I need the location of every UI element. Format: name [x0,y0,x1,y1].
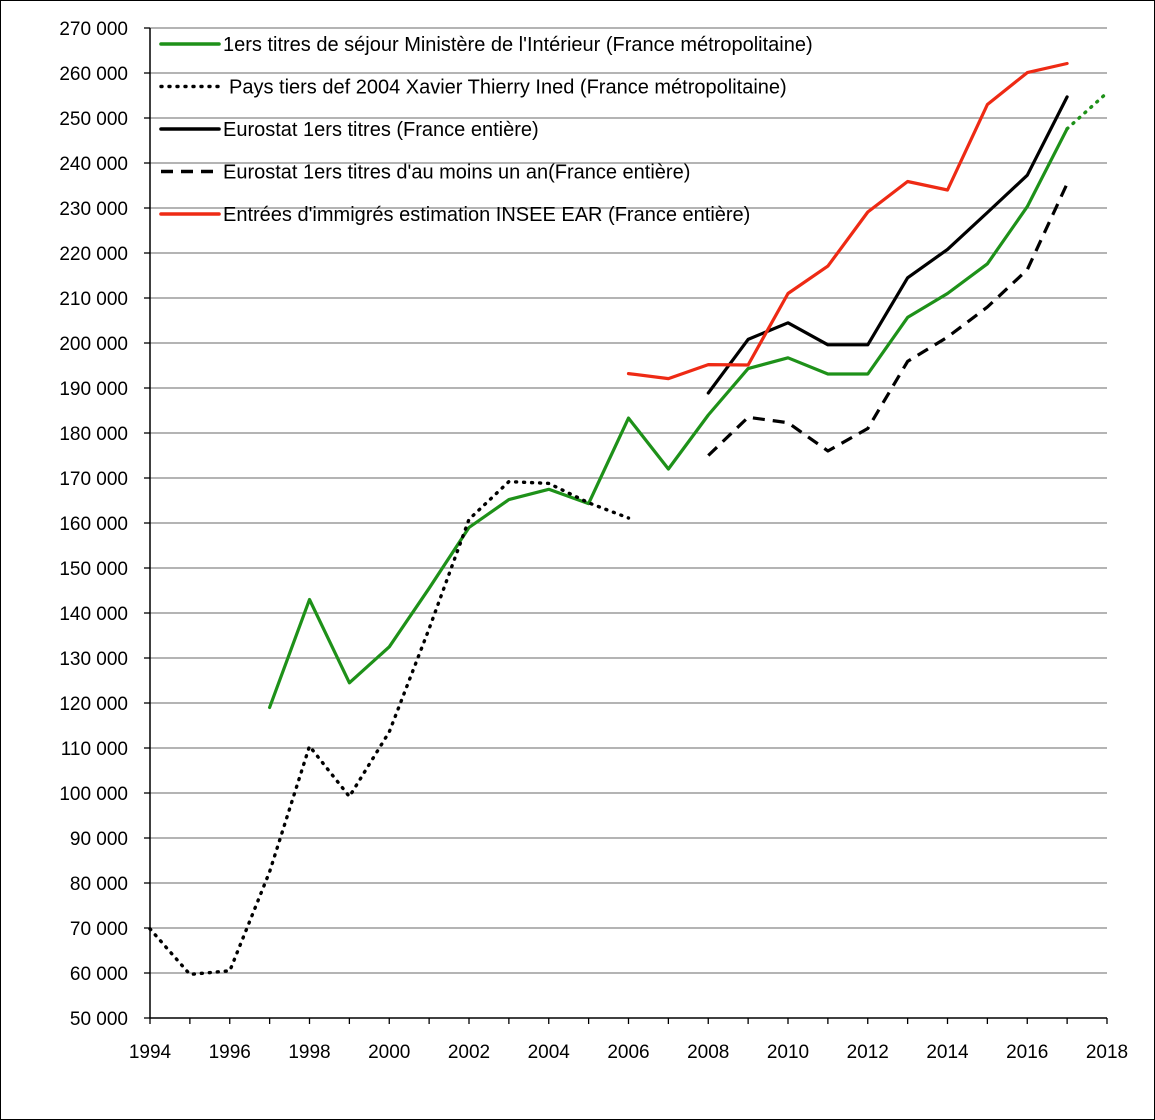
legend-item: Eurostat 1ers titres d'au moins un an(Fr… [161,162,690,184]
x-tick-label: 2018 [1086,1042,1128,1063]
series-line [626,61,1069,381]
y-tick-label: 100 000 [59,784,128,805]
x-tick-label: 1998 [288,1042,330,1063]
series-line-extension [1065,91,1109,131]
y-tick-label: 250 000 [59,109,128,130]
y-tick-label: 170 000 [59,469,128,490]
x-tick-label: 2008 [687,1042,729,1063]
y-tick-label: 240 000 [59,154,128,175]
series-eurostat-1ers-titres-d-au-moins-un-an-fr [707,183,1069,457]
y-tick-label: 260 000 [59,64,128,85]
series-line [268,127,1069,710]
x-tick-label: 2010 [767,1042,809,1063]
series-pays-tiers-def-2004-xavier-thierry-ined- [148,479,631,977]
y-tick-label: 80 000 [70,874,128,895]
x-tick-label: 1996 [209,1042,251,1063]
y-tick-label: 220 000 [59,244,128,265]
y-tick-label: 160 000 [59,514,128,535]
y-tick-label: 210 000 [59,289,128,310]
y-tick-label: 70 000 [70,919,128,940]
y-tick-label: 140 000 [59,604,128,625]
x-tick-label: 1994 [129,1042,172,1063]
y-tick-label: 190 000 [59,379,128,400]
y-tick-label: 120 000 [59,694,128,715]
x-tick-label: 2012 [847,1042,889,1063]
legend-label: 1ers titres de séjour Ministère de l'Int… [223,34,813,56]
legend-item: Pays tiers def 2004 Xavier Thierry Ined … [159,77,787,99]
plot-area [148,61,1109,977]
series-line [148,479,631,977]
x-tick-label: 2014 [926,1042,969,1063]
series-line [707,183,1069,457]
x-tick-label: 2002 [448,1042,490,1063]
y-tick-label: 90 000 [70,829,128,850]
series-1ers-titres-de-sejour-ministere-de-l-int [268,91,1109,710]
legend-item: 1ers titres de séjour Ministère de l'Int… [159,34,813,56]
legend-label: Eurostat 1ers titres (France entière) [223,119,539,141]
y-tick-label: 200 000 [59,334,128,355]
y-tick-label: 180 000 [59,424,128,445]
axes: 50 000 60 000 70 000 80 000 90 000 100 000 110… [59,19,1128,1063]
x-tick-label: 2016 [1006,1042,1048,1063]
series-entrees-d-immigres-estimation-insee-ear- [626,61,1069,381]
x-tick-label: 2000 [368,1042,410,1063]
series-eurostat-1ers-titres-france-entiere [706,95,1069,395]
series-line [706,95,1069,395]
x-tick-label: 2006 [607,1042,649,1063]
y-tick-label: 270 000 [59,19,128,40]
legend-label: Entrées d'immigrés estimation INSEE EAR … [223,204,750,226]
y-tick-label: 150 000 [59,559,128,580]
y-tick-label: 130 000 [59,649,128,670]
x-tick-label: 2004 [528,1042,571,1063]
y-tick-label: 230 000 [59,199,128,220]
legend: 1ers titres de séjour Ministère de l'Int… [159,34,813,226]
legend-label: Eurostat 1ers titres d'au moins un an(Fr… [223,162,690,184]
y-tick-label: 60 000 [70,964,128,985]
legend-item: Eurostat 1ers titres (France entière) [159,119,539,141]
y-tick-label: 50 000 [70,1009,128,1030]
legend-item: Entrées d'immigrés estimation INSEE EAR … [159,204,750,226]
y-tick-label: 110 000 [61,739,128,760]
legend-label: Pays tiers def 2004 Xavier Thierry Ined … [229,77,787,99]
